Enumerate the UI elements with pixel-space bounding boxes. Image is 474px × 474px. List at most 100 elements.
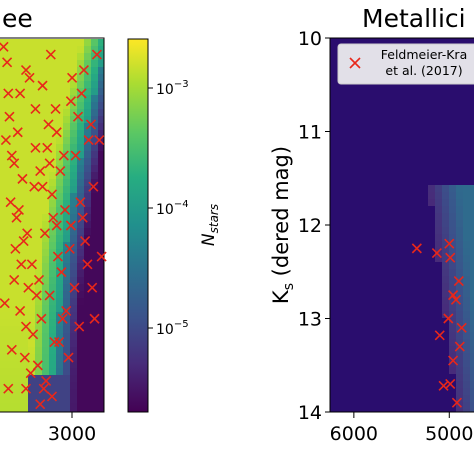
left-heat-cell — [7, 221, 14, 228]
right-heat-cell — [442, 276, 449, 283]
left-heat-cell — [49, 130, 56, 137]
left-heat-cell — [14, 81, 21, 88]
left-heat-cell — [98, 305, 104, 312]
left-data-point — [12, 127, 23, 138]
left-heat-cell — [14, 95, 21, 102]
right-heat-cell — [456, 318, 463, 325]
left-heat-cell — [98, 396, 104, 403]
left-heat-cell — [70, 361, 77, 368]
left-data-point — [76, 88, 87, 99]
left-heat-cell — [70, 60, 77, 67]
left-heat-cell — [63, 410, 70, 412]
right-heat-cell — [470, 395, 474, 402]
left-heat-cell — [70, 200, 77, 207]
left-heat-cell — [14, 396, 21, 403]
left-heat-cell — [49, 186, 56, 193]
left-heat-cell — [77, 354, 84, 361]
left-heat-cell — [35, 74, 42, 81]
right-heat-cell — [456, 206, 463, 213]
left-heat-cell — [42, 284, 49, 291]
left-heat-cell — [49, 375, 56, 382]
right-heat-cell — [435, 220, 442, 227]
left-heat-cell — [7, 109, 14, 116]
left-data-point — [56, 267, 67, 278]
left-heat-cell — [98, 333, 104, 340]
left-heat-cell — [21, 326, 28, 333]
left-heat-cell — [56, 277, 63, 284]
left-heat-cell — [56, 403, 63, 410]
left-heat-cell — [21, 319, 28, 326]
right-heat-cell — [456, 388, 463, 395]
right-heat-cell — [463, 332, 470, 339]
left-heat-cell — [77, 410, 84, 412]
right-heat-cell — [442, 185, 449, 192]
right-heat-cell — [463, 255, 470, 262]
left-heat-cell — [77, 53, 84, 60]
left-heat-cell — [21, 333, 28, 340]
left-heat-cell — [84, 326, 91, 333]
left-heat-cell — [0, 130, 7, 137]
left-heat-cell — [42, 165, 49, 172]
left-x-tick-label: 3000 — [48, 423, 96, 445]
left-heat-cell — [7, 81, 14, 88]
left-data-point — [19, 352, 30, 363]
left-heat-cell — [84, 361, 91, 368]
left-heat-cell — [84, 172, 91, 179]
left-heat-cell — [0, 375, 7, 382]
left-heat-cell — [49, 319, 56, 326]
left-heat-cell — [91, 361, 98, 368]
left-heat-cell — [98, 312, 104, 319]
left-heat-cell — [28, 228, 35, 235]
left-heat-cell — [70, 228, 77, 235]
left-heat-cell — [7, 214, 14, 221]
right-heat-cell — [442, 220, 449, 227]
left-heat-cell — [35, 396, 42, 403]
left-heat-cell — [0, 193, 7, 200]
left-heat-cell — [77, 221, 84, 228]
left-data-point — [75, 197, 86, 208]
left-heat-cell — [91, 81, 98, 88]
right-heat-cell — [456, 220, 463, 227]
left-heat-cell — [56, 151, 63, 158]
left-heat-cell — [35, 235, 42, 242]
right-heat-cell — [470, 234, 474, 241]
left-heat-cell — [77, 130, 84, 137]
left-heat-cell — [28, 403, 35, 410]
right-heat-cell — [456, 409, 463, 412]
left-heat-cell — [21, 39, 28, 46]
left-heat-cell — [91, 333, 98, 340]
colorbar-label-main: N — [199, 233, 219, 246]
left-heat-cell — [14, 60, 21, 67]
left-heat-cell — [49, 123, 56, 130]
left-heat-cell — [42, 74, 49, 81]
right-heat-cell — [463, 395, 470, 402]
left-heat-cell — [42, 172, 49, 179]
left-heat-cell — [14, 410, 21, 412]
left-heat-cell — [98, 368, 104, 375]
right-heat-cell — [442, 283, 449, 290]
left-heat-cell — [49, 354, 56, 361]
left-heat-cell — [77, 186, 84, 193]
left-heat-cell — [98, 123, 104, 130]
left-heat-cell — [56, 333, 63, 340]
left-heat-cell — [42, 95, 49, 102]
left-data-point — [20, 65, 32, 76]
left-heat-cell — [14, 347, 21, 354]
left-heat-cell — [21, 165, 28, 172]
right-heat-cell — [449, 206, 456, 213]
left-heat-cell — [42, 389, 49, 396]
left-heat-cell — [21, 403, 28, 410]
left-data-point — [46, 189, 58, 200]
left-heat-cell — [35, 214, 42, 221]
left-heat-cell — [28, 165, 35, 172]
left-heat-cell — [70, 326, 77, 333]
right-heat-cell — [463, 234, 470, 241]
left-heat-cell — [49, 60, 56, 67]
left-heat-cell — [21, 46, 28, 53]
left-heat-cell — [98, 284, 104, 291]
right-heat-cell — [442, 227, 449, 234]
left-heat-cell — [77, 179, 84, 186]
left-data-point — [13, 204, 24, 216]
right-heat-cell — [470, 248, 474, 255]
left-heat-cell — [56, 256, 63, 263]
